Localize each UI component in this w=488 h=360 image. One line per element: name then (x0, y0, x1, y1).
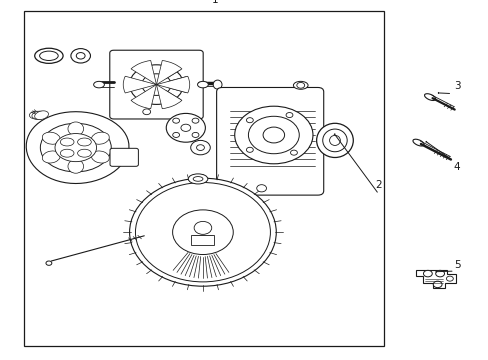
Ellipse shape (123, 154, 134, 163)
Wedge shape (131, 60, 156, 85)
Wedge shape (156, 76, 189, 93)
Polygon shape (26, 112, 129, 184)
Ellipse shape (197, 81, 208, 88)
Ellipse shape (42, 151, 60, 163)
Ellipse shape (329, 135, 340, 145)
Circle shape (432, 281, 441, 288)
Ellipse shape (412, 139, 423, 146)
Circle shape (423, 270, 431, 277)
Circle shape (166, 113, 205, 142)
Circle shape (194, 221, 211, 234)
Text: 3: 3 (453, 81, 460, 91)
Circle shape (246, 118, 253, 123)
Circle shape (135, 183, 270, 282)
Ellipse shape (188, 174, 207, 184)
Ellipse shape (78, 149, 91, 157)
Circle shape (248, 116, 299, 154)
Ellipse shape (29, 111, 44, 119)
Ellipse shape (322, 129, 346, 152)
Text: 2: 2 (375, 180, 382, 190)
Ellipse shape (35, 111, 48, 120)
Circle shape (142, 109, 150, 114)
Circle shape (296, 82, 304, 88)
Text: 1: 1 (211, 0, 218, 5)
Ellipse shape (35, 48, 63, 63)
FancyBboxPatch shape (216, 87, 323, 195)
Ellipse shape (42, 132, 60, 144)
Circle shape (71, 49, 90, 63)
Ellipse shape (60, 149, 74, 157)
Circle shape (142, 74, 171, 95)
FancyBboxPatch shape (110, 148, 138, 166)
Ellipse shape (424, 94, 435, 100)
Circle shape (290, 150, 297, 155)
Ellipse shape (94, 81, 104, 88)
Ellipse shape (68, 122, 83, 136)
Text: 4: 4 (453, 162, 460, 172)
Bar (24, 11, 383, 346)
Ellipse shape (55, 134, 96, 162)
Circle shape (192, 132, 199, 138)
Circle shape (256, 185, 266, 192)
Wedge shape (156, 85, 182, 109)
FancyBboxPatch shape (109, 50, 203, 119)
Ellipse shape (91, 132, 109, 144)
Circle shape (196, 145, 204, 150)
Circle shape (181, 124, 190, 131)
Polygon shape (415, 270, 455, 288)
Ellipse shape (293, 81, 307, 89)
Wedge shape (156, 60, 182, 85)
Circle shape (76, 53, 85, 59)
Circle shape (126, 154, 135, 161)
Circle shape (234, 106, 312, 164)
Circle shape (190, 140, 210, 155)
Circle shape (172, 210, 233, 255)
Circle shape (246, 147, 253, 152)
Circle shape (117, 154, 126, 161)
Ellipse shape (91, 151, 109, 163)
Circle shape (435, 270, 444, 277)
Ellipse shape (316, 123, 352, 158)
Circle shape (285, 113, 292, 118)
Circle shape (129, 65, 183, 104)
Ellipse shape (213, 80, 222, 89)
Circle shape (129, 178, 276, 286)
Circle shape (46, 261, 52, 265)
Ellipse shape (32, 111, 46, 119)
Wedge shape (123, 76, 156, 93)
Ellipse shape (68, 159, 83, 173)
Circle shape (172, 118, 179, 123)
Circle shape (263, 127, 284, 143)
Ellipse shape (40, 123, 111, 172)
Ellipse shape (40, 51, 58, 60)
Wedge shape (131, 85, 156, 109)
Circle shape (446, 276, 452, 281)
Text: 5: 5 (453, 260, 460, 270)
Circle shape (172, 132, 179, 138)
Ellipse shape (78, 138, 91, 146)
Ellipse shape (193, 176, 203, 181)
Ellipse shape (60, 138, 74, 146)
Bar (190, 235, 214, 245)
Circle shape (192, 118, 199, 123)
